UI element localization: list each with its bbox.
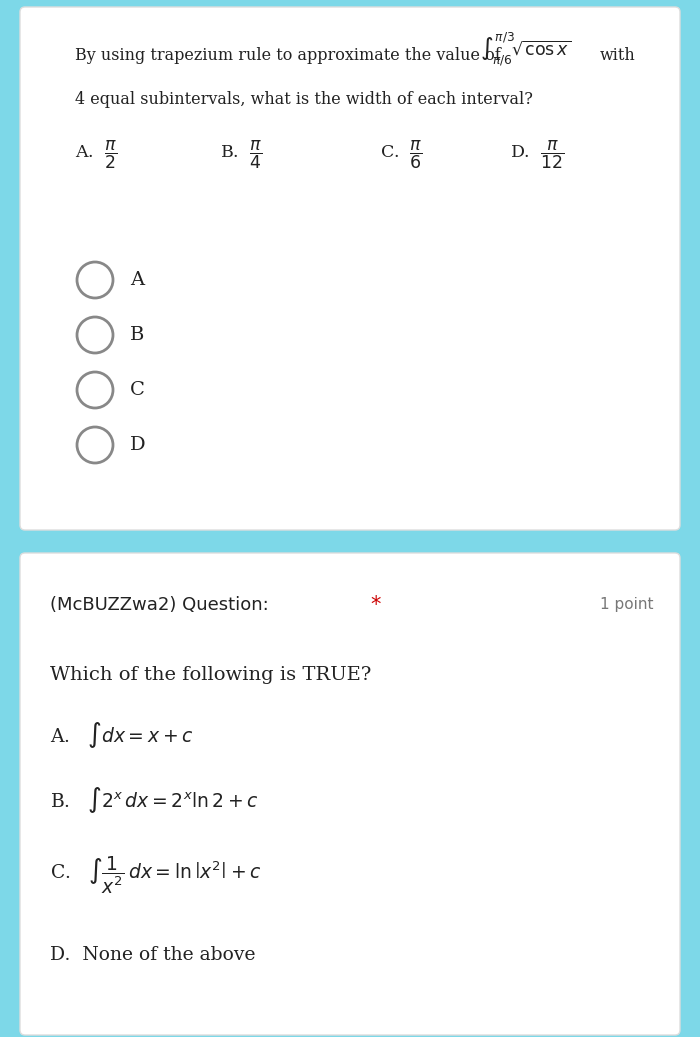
Text: C.  $\dfrac{\pi}{6}$: C. $\dfrac{\pi}{6}$ — [380, 139, 423, 171]
Circle shape — [77, 317, 113, 353]
Circle shape — [77, 427, 113, 463]
Text: 1 point: 1 point — [600, 597, 654, 613]
Text: A.  $\dfrac{\pi}{2}$: A. $\dfrac{\pi}{2}$ — [75, 139, 118, 171]
Text: A.   $\int dx = x + c$: A. $\int dx = x + c$ — [50, 720, 193, 750]
Text: B: B — [130, 326, 144, 344]
Text: D: D — [130, 436, 146, 454]
Text: $\int_{\pi/6}^{\pi/3}\!\sqrt{\cos x}$: $\int_{\pi/6}^{\pi/3}\!\sqrt{\cos x}$ — [480, 30, 571, 67]
Text: C: C — [130, 381, 145, 399]
Text: (McBUZZwa2) Question:: (McBUZZwa2) Question: — [50, 596, 274, 614]
Text: D.  None of the above: D. None of the above — [50, 946, 255, 964]
Text: B.   $\int 2^x\,dx = 2^x \ln 2 + c$: B. $\int 2^x\,dx = 2^x \ln 2 + c$ — [50, 785, 258, 815]
Text: C.   $\int \dfrac{1}{x^2}\,dx = \ln\left|x^2\right| + c$: C. $\int \dfrac{1}{x^2}\,dx = \ln\left|x… — [50, 854, 261, 896]
Text: Which of the following is TRUE?: Which of the following is TRUE? — [50, 666, 372, 684]
Text: A: A — [130, 271, 144, 289]
FancyBboxPatch shape — [20, 553, 680, 1035]
Text: with: with — [600, 47, 636, 63]
Text: By using trapezium rule to approximate the value of: By using trapezium rule to approximate t… — [75, 47, 500, 63]
Text: D.  $\dfrac{\pi}{12}$: D. $\dfrac{\pi}{12}$ — [510, 139, 565, 171]
Text: *: * — [370, 595, 380, 615]
Circle shape — [77, 262, 113, 298]
FancyBboxPatch shape — [20, 7, 680, 530]
Text: B.  $\dfrac{\pi}{4}$: B. $\dfrac{\pi}{4}$ — [220, 139, 262, 171]
Text: 4 equal subintervals, what is the width of each interval?: 4 equal subintervals, what is the width … — [75, 91, 533, 109]
Circle shape — [77, 372, 113, 408]
